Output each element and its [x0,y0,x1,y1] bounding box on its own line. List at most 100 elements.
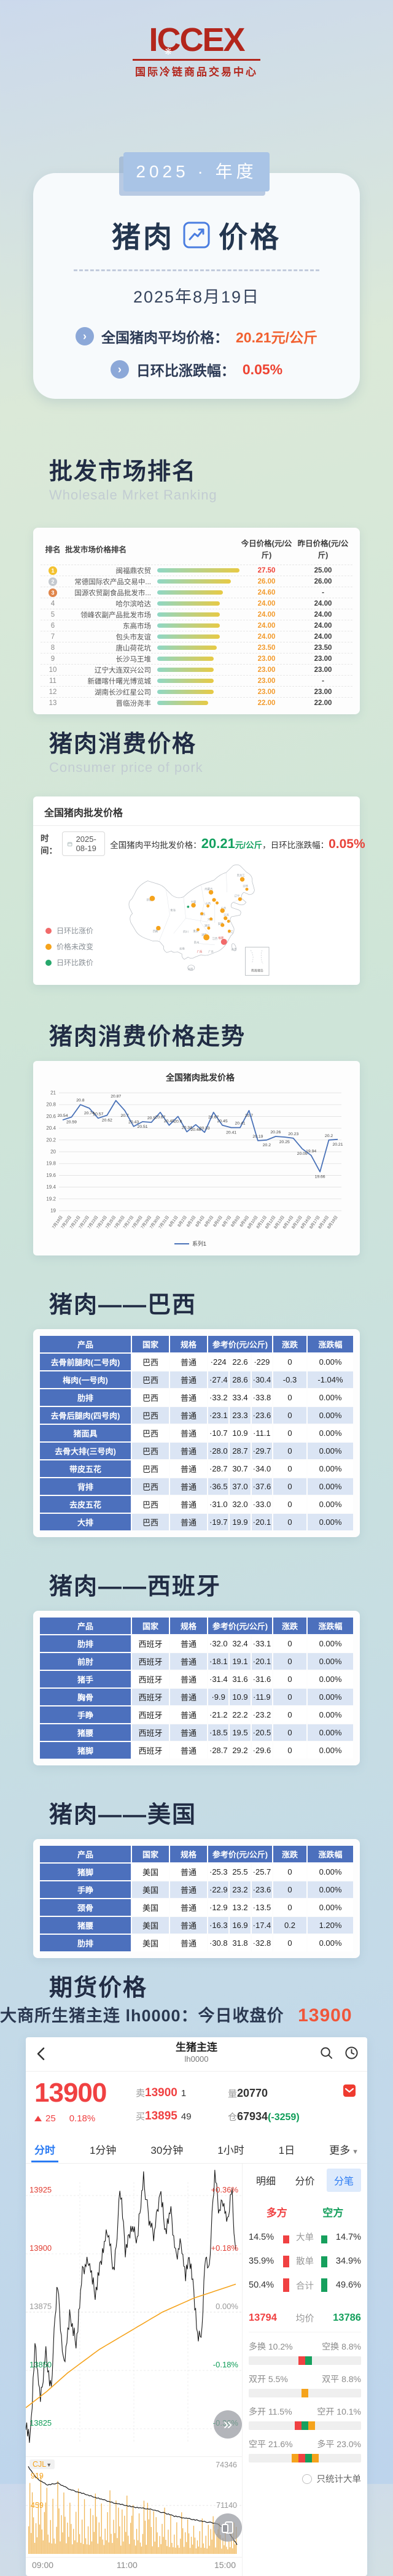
flow-row: 多换 10.2% 空换 8.8% [249,2340,361,2366]
flow-b: 空开 10.1% [317,2407,361,2417]
hero-card: 猪肉 价格 2025年8月19日 › 全国猪肉平均价格： 20.21元/公斤 › … [33,173,360,399]
percent-axis-label: +0.18% [211,2243,238,2253]
detail-tab-分笔[interactable]: 分笔 [326,2169,361,2192]
svg-text:20.46: 20.46 [190,1128,201,1132]
intraday-price-chart[interactable]: 13925 +0.36% 13900 +0.18% 13875 0.00% 13850 -0.… [26,2164,242,2457]
product-name: 肋排 [39,1634,132,1653]
svg-text:20.19: 20.19 [252,1135,263,1139]
svg-text:19.8: 19.8 [46,1161,56,1167]
long-pct: 35.9% [249,2256,274,2266]
percent-axis-label: -0.18% [212,2360,238,2369]
back-button[interactable] [34,2046,48,2065]
short-pct: 14.7% [335,2232,361,2242]
period-tab-分时[interactable]: 分时 [32,2137,58,2162]
period-tab-30分钟[interactable]: 30分钟 [150,2145,184,2156]
yesterday-price: 23.00 [314,655,332,663]
svg-text:20.51: 20.51 [138,1125,148,1129]
svg-text:19.66: 19.66 [315,1175,325,1179]
svg-text:20.6: 20.6 [174,1119,182,1124]
svg-text:19.4: 19.4 [46,1184,56,1190]
contract-code: lh0000 [184,2054,209,2064]
oi-value: 67934 [237,2110,268,2123]
order-type-label: 合计 [296,2281,314,2291]
table-row: 猪脚 美国 普通 ·25.3 25.5·25.7 0 0.00% [39,1862,354,1881]
price-bar [157,568,239,573]
change-value: 25 [45,2113,56,2124]
expand-panel-button[interactable]: » [214,2410,242,2439]
col-change-pct: 涨跌幅 [306,1335,354,1354]
period-tab-1分钟[interactable]: 1分钟 [89,2145,117,2156]
long-bar [282,2235,289,2243]
period-tab-更多[interactable]: 更多 ▼ [329,2145,359,2156]
svg-text:贵州: 贵州 [194,940,200,944]
big-order-filter[interactable]: 只统计大单 [249,2472,361,2485]
table-header: 排名 批发市场价格排名 今日价格(元/公斤) 昨日价格(元/公斤) [41,534,352,565]
long-pct: 50.4% [249,2280,274,2291]
flow-a: 多换 10.2% [249,2342,293,2352]
today-price: 23.00 [257,677,276,685]
market-name: 湖南长沙红星公司 [95,688,151,696]
flow-bar [249,2356,361,2366]
bid-ask-block: 卖13900 1 买13895 49 [136,2078,228,2132]
table-row: 肋排 巴西 普通 ·33.2 33.4·33.8 0 0.00% [39,1388,354,1407]
svg-text:福建: 福建 [218,936,224,940]
product-name: 猪腰 [39,1723,132,1742]
radio-icon[interactable] [302,2474,312,2484]
section-country-heading: 猪肉——西班牙 [49,1573,393,1601]
national-price-map-card: 全国猪肉批发价格 时间： 2025-08-19 全国猪肉平均批发价格： 20.2… [33,796,365,985]
futures-app-card: 生猪主连 lh0000 13900 25 0.18% [26,2037,367,2576]
col-product: 产品 [39,1335,132,1354]
date-picker-input[interactable]: 2025-08-19 [62,831,106,856]
calendar-icon [68,841,72,846]
section-consumer-heading: 猪肉消费价格 Consumer price of pork [49,730,393,776]
svg-text:20.21: 20.21 [332,1143,343,1147]
table-row: 3 国源农贸副食品批发市... 24.60 - [41,587,352,598]
short-bar [321,2235,327,2243]
volume-pane[interactable]: CJL▼ 919 459 74346 71140 [26,2457,242,2558]
indicator-selector[interactable]: CJL▼ [29,2459,55,2469]
brand-header: ICCEX ❋ 国际冷链商品交易中心 [0,22,393,98]
table-row: 颈骨 美国 普通 ·12.9 13.2·13.5 0 0.00% [39,1898,354,1917]
map-controls: 时间： 2025-08-19 全国猪肉平均批发价格： 20.21 元/公斤 ，日… [33,826,365,857]
product-name: 去骨前腿肉(二号肉) [39,1352,132,1371]
table-row: 11 新疆喀什曙光博览城 23.00 - [41,675,352,686]
product-name: 猪腰 [39,1916,132,1935]
period-tab-1小时[interactable]: 1小时 [217,2145,244,2156]
price-bar [157,601,220,606]
iccex-logo: ICCEX ❋ [149,22,245,58]
legend-item: 日环比跌价 [45,957,93,968]
col-country: 国家 [131,1616,170,1635]
oi-change: (-3259) [268,2111,300,2123]
yesterday-price: 24.00 [314,622,332,630]
col-country: 国家 [131,1335,170,1354]
svg-text:辽宁: 辽宁 [235,894,240,898]
order-row: 50.4% 合计 49.6% [249,2278,361,2293]
detail-tab-明细[interactable]: 明细 [256,2177,276,2187]
rank-medal-icon: 1 [49,566,57,575]
bid-price: 13895 [145,2110,177,2123]
stat-label: 全国猪肉平均价格： [101,330,229,345]
section-title: 猪肉消费价格 [49,731,197,757]
period-tab-1日[interactable]: 1日 [278,2145,295,2156]
svg-text:20.05: 20.05 [297,1152,308,1156]
market-name: 长沙马王堆 [115,655,152,663]
hero-stat-row: › 日环比涨跌幅： 0.05% [110,359,282,380]
search-icon[interactable] [319,2046,333,2063]
table-row: 前肘 西班牙 普通 ·18.1 19.1·20.1 0 0.00% [39,1652,354,1671]
clock-icon[interactable] [344,2046,359,2063]
change-label: ，日环比涨跌幅： [262,841,329,850]
product-name: 肋排 [39,1388,132,1407]
price-bar [157,579,232,584]
svg-text:19.6: 19.6 [46,1173,56,1178]
today-price: 24.00 [257,600,276,607]
market-name: 新疆喀什曙光博览城 [87,677,152,685]
detail-tab-分价[interactable]: 分价 [295,2177,315,2187]
volume-row: 量20770 [228,2086,268,2099]
svg-text:重庆: 重庆 [193,929,198,933]
red-packet-icon[interactable] [343,2084,356,2100]
share-to-phone-button[interactable] [214,2513,242,2542]
yesterday-price: 23.00 [314,688,332,696]
svg-text:20.54: 20.54 [57,1114,68,1118]
today-price: 22.00 [257,699,276,707]
legend-dot-icon [45,943,52,950]
